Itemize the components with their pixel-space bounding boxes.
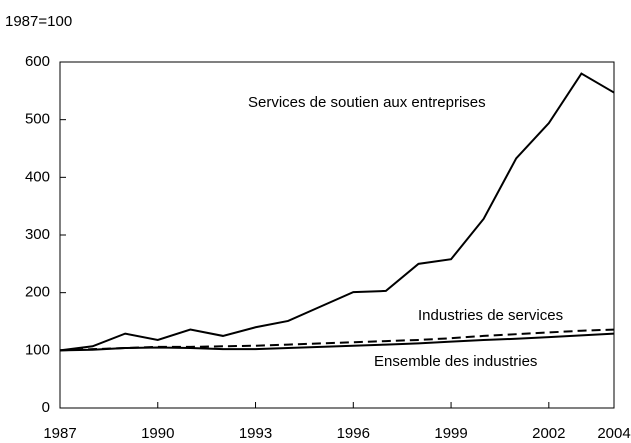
x-tick-label: 1996 xyxy=(337,425,370,442)
series-label: Ensemble des industries xyxy=(374,353,537,370)
y-tick-label: 200 xyxy=(25,284,50,301)
x-tick-label: 2004 xyxy=(597,425,630,442)
y-tick-label: 400 xyxy=(25,168,50,185)
x-tick-label: 1987 xyxy=(43,425,76,442)
series-label: Services de soutien aux entreprises xyxy=(248,94,486,111)
series-line xyxy=(59,72,615,352)
x-tick-label: 1990 xyxy=(141,425,174,442)
y-tick-label: 0 xyxy=(42,399,50,416)
y-tick-label: 100 xyxy=(25,341,50,358)
x-tick-label: 2002 xyxy=(532,425,565,442)
series-line xyxy=(59,332,615,352)
y-tick-label: 500 xyxy=(25,111,50,128)
x-tick-label: 1999 xyxy=(434,425,467,442)
x-tick-label: 1993 xyxy=(239,425,272,442)
y-tick-label: 300 xyxy=(25,226,50,243)
y-axis-label: 1987=100 xyxy=(5,13,72,30)
series-label: Industries de services xyxy=(418,307,563,324)
y-tick-label: 600 xyxy=(25,53,50,70)
